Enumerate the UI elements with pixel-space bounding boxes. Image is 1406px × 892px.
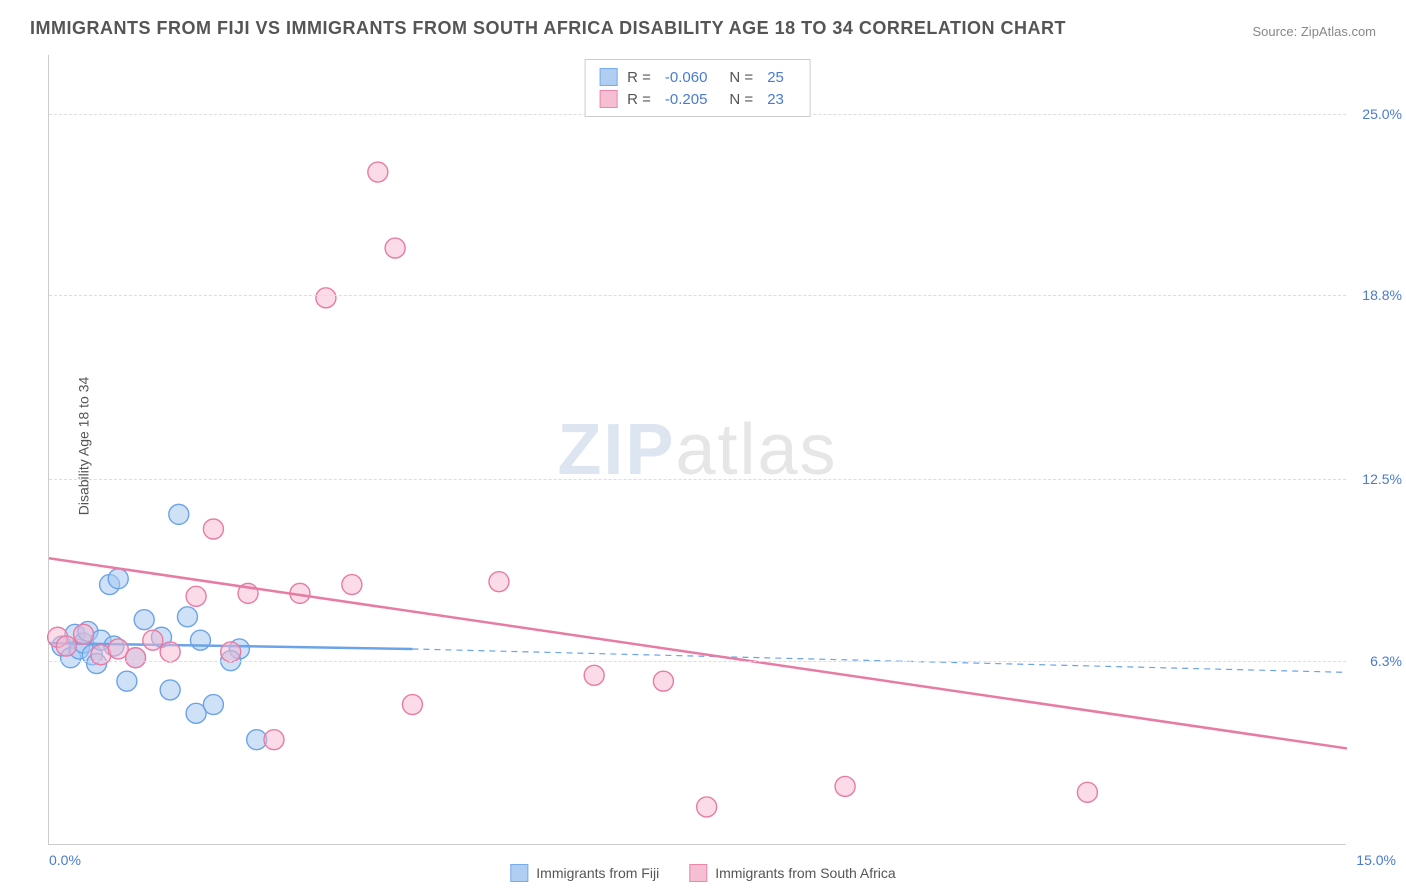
scatter-point: [835, 776, 855, 796]
x-tick-label: 0.0%: [49, 852, 81, 868]
chart-title: IMMIGRANTS FROM FIJI VS IMMIGRANTS FROM …: [30, 18, 1066, 39]
scatter-point: [203, 695, 223, 715]
grid-line: [49, 295, 1346, 296]
scatter-point: [160, 680, 180, 700]
grid-line: [49, 479, 1346, 480]
legend-item-fiji: Immigrants from Fiji: [510, 864, 659, 882]
scatter-point: [108, 569, 128, 589]
y-tick-label: 12.5%: [1362, 471, 1402, 487]
plot-area: ZIPatlas R = -0.060 N = 25 R = -0.205 N …: [48, 55, 1346, 845]
x-tick-label: 15.0%: [1356, 852, 1396, 868]
grid-line: [49, 661, 1346, 662]
scatter-point: [186, 586, 206, 606]
bottom-legend: Immigrants from Fiji Immigrants from Sou…: [510, 864, 895, 882]
scatter-point: [190, 630, 210, 650]
r-value-fiji: -0.060: [665, 69, 708, 86]
y-tick-label: 18.8%: [1362, 287, 1402, 303]
scatter-point: [177, 607, 197, 627]
scatter-point: [126, 648, 146, 668]
scatter-point: [56, 636, 76, 656]
n-value-sa: 23: [767, 91, 784, 108]
r-value-sa: -0.205: [665, 91, 708, 108]
scatter-point: [697, 797, 717, 817]
source-credit: Source: ZipAtlas.com: [1252, 24, 1376, 39]
scatter-point: [203, 519, 223, 539]
scatter-point: [385, 238, 405, 258]
legend-label-sa: Immigrants from South Africa: [715, 865, 896, 881]
scatter-point: [368, 162, 388, 182]
n-label: N =: [729, 91, 753, 108]
legend-row-sa: R = -0.205 N = 23: [599, 88, 796, 110]
chart-svg: [49, 55, 1346, 844]
scatter-point: [134, 610, 154, 630]
scatter-point: [1077, 782, 1097, 802]
swatch-sa-bottom: [689, 864, 707, 882]
scatter-point: [264, 730, 284, 750]
legend-row-fiji: R = -0.060 N = 25: [599, 66, 796, 88]
scatter-point: [584, 665, 604, 685]
scatter-point: [74, 624, 94, 644]
correlation-legend: R = -0.060 N = 25 R = -0.205 N = 23: [584, 59, 811, 117]
legend-item-sa: Immigrants from South Africa: [689, 864, 896, 882]
scatter-point: [169, 504, 189, 524]
n-value-fiji: 25: [767, 69, 784, 86]
swatch-sa: [599, 90, 617, 108]
scatter-point: [221, 642, 241, 662]
scatter-point: [143, 630, 163, 650]
y-tick-label: 6.3%: [1370, 653, 1402, 669]
scatter-point: [489, 572, 509, 592]
scatter-point: [402, 695, 422, 715]
scatter-point: [117, 671, 137, 691]
scatter-point: [653, 671, 673, 691]
swatch-fiji-bottom: [510, 864, 528, 882]
swatch-fiji: [599, 68, 617, 86]
scatter-point: [160, 642, 180, 662]
scatter-point: [342, 575, 362, 595]
legend-label-fiji: Immigrants from Fiji: [536, 865, 659, 881]
scatter-point: [316, 288, 336, 308]
r-label: R =: [627, 69, 651, 86]
r-label: R =: [627, 91, 651, 108]
n-label: N =: [729, 69, 753, 86]
y-tick-label: 25.0%: [1362, 106, 1402, 122]
